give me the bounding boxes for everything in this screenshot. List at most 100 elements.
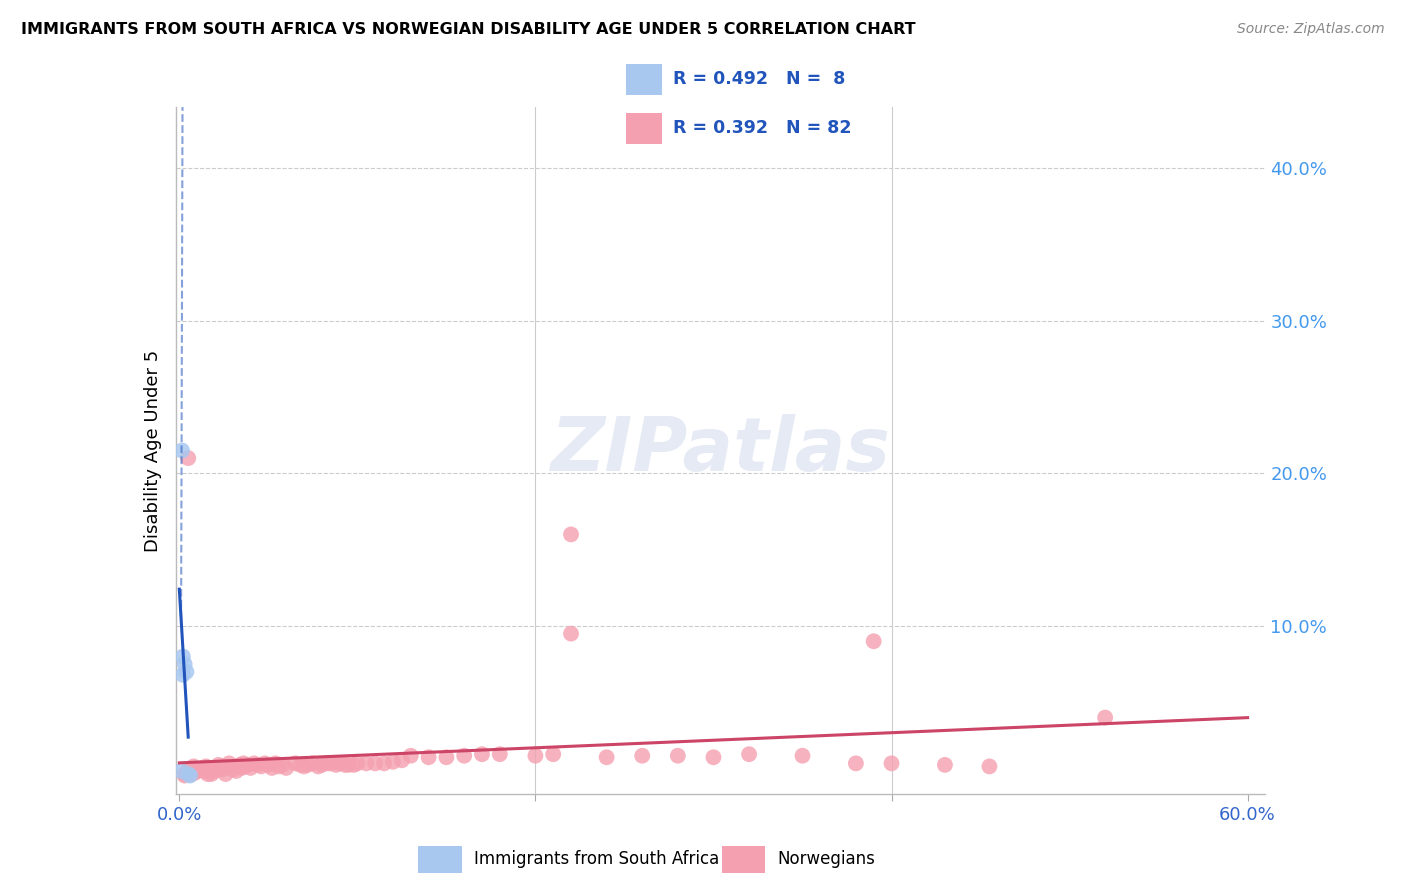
Point (173, 657, 195, 672)
Point (666, 748, 689, 763)
Point (325, 757, 347, 772)
Point (319, 756, 342, 771)
Point (211, 763, 233, 777)
Point (200, 767, 222, 781)
Point (267, 759, 290, 773)
Bar (626, 113, 662, 144)
Point (471, 747, 494, 762)
Point (631, 748, 654, 763)
Point (702, 750, 724, 764)
Point (239, 761, 262, 775)
Point (346, 756, 368, 771)
Point (453, 748, 475, 763)
Text: R = 0.392   N = 82: R = 0.392 N = 82 (672, 120, 851, 137)
Point (186, 764, 208, 778)
Point (329, 756, 352, 771)
Point (560, 527, 582, 541)
Point (173, 767, 195, 781)
Point (170, 443, 193, 458)
Point (183, 759, 205, 773)
Point (792, 748, 814, 763)
Point (381, 755, 404, 769)
Point (180, 767, 202, 781)
Point (233, 759, 256, 773)
Point (307, 759, 329, 773)
Point (198, 764, 221, 778)
Point (1094, 710, 1116, 724)
Point (257, 757, 280, 772)
Point (231, 761, 253, 775)
Point (184, 765, 207, 780)
Point (292, 759, 315, 773)
Point (391, 753, 413, 767)
Point (191, 761, 214, 775)
Point (880, 756, 903, 771)
Point (225, 764, 247, 778)
Point (284, 756, 307, 771)
Point (195, 759, 218, 773)
Point (297, 757, 319, 772)
Point (290, 757, 312, 772)
Point (337, 757, 360, 772)
Point (253, 756, 276, 771)
Point (271, 757, 294, 772)
Point (488, 747, 510, 762)
Point (173, 768, 195, 782)
Point (399, 748, 422, 763)
Point (218, 756, 240, 771)
Point (212, 759, 235, 773)
Point (979, 759, 1001, 773)
Point (560, 626, 582, 640)
Point (934, 757, 956, 772)
Text: Immigrants from South Africa: Immigrants from South Africa (474, 849, 720, 868)
Point (190, 763, 212, 777)
Point (176, 665, 198, 679)
Point (197, 767, 219, 781)
Point (541, 747, 564, 762)
Point (236, 757, 259, 772)
Point (204, 764, 226, 778)
Point (738, 747, 761, 762)
Point (373, 756, 395, 771)
Point (177, 764, 200, 778)
Bar (721, 847, 765, 873)
Point (333, 757, 356, 772)
Point (232, 756, 254, 771)
Point (177, 767, 200, 781)
Text: IMMIGRANTS FROM SOUTH AFRICA VS NORWEGIAN DISABILITY AGE UNDER 5 CORRELATION CHA: IMMIGRANTS FROM SOUTH AFRICA VS NORWEGIA… (21, 22, 915, 37)
Text: Source: ZipAtlas.com: Source: ZipAtlas.com (1237, 22, 1385, 37)
Bar (419, 847, 461, 873)
Point (193, 764, 215, 778)
Point (172, 668, 194, 682)
Point (222, 763, 245, 777)
Point (260, 761, 283, 775)
Point (845, 756, 868, 771)
Point (207, 757, 229, 772)
Point (229, 757, 252, 772)
Point (243, 756, 266, 771)
Text: R = 0.492   N =  8: R = 0.492 N = 8 (672, 70, 845, 88)
Point (316, 756, 339, 771)
Point (302, 756, 325, 771)
Point (434, 750, 457, 764)
Bar (626, 64, 662, 95)
Text: ZIPatlas: ZIPatlas (551, 414, 890, 487)
Point (179, 768, 201, 782)
Point (862, 634, 884, 648)
Y-axis label: Disability Age Under 5: Disability Age Under 5 (143, 350, 162, 551)
Point (226, 759, 249, 773)
Point (177, 451, 200, 466)
Point (264, 756, 287, 771)
Text: Norwegians: Norwegians (778, 849, 875, 868)
Point (311, 757, 333, 772)
Point (170, 764, 193, 778)
Point (214, 767, 236, 781)
Point (524, 748, 547, 763)
Point (595, 750, 617, 764)
Point (246, 757, 269, 772)
Point (202, 763, 225, 777)
Point (276, 761, 298, 775)
Point (172, 649, 194, 664)
Point (354, 756, 377, 771)
Point (364, 756, 387, 771)
